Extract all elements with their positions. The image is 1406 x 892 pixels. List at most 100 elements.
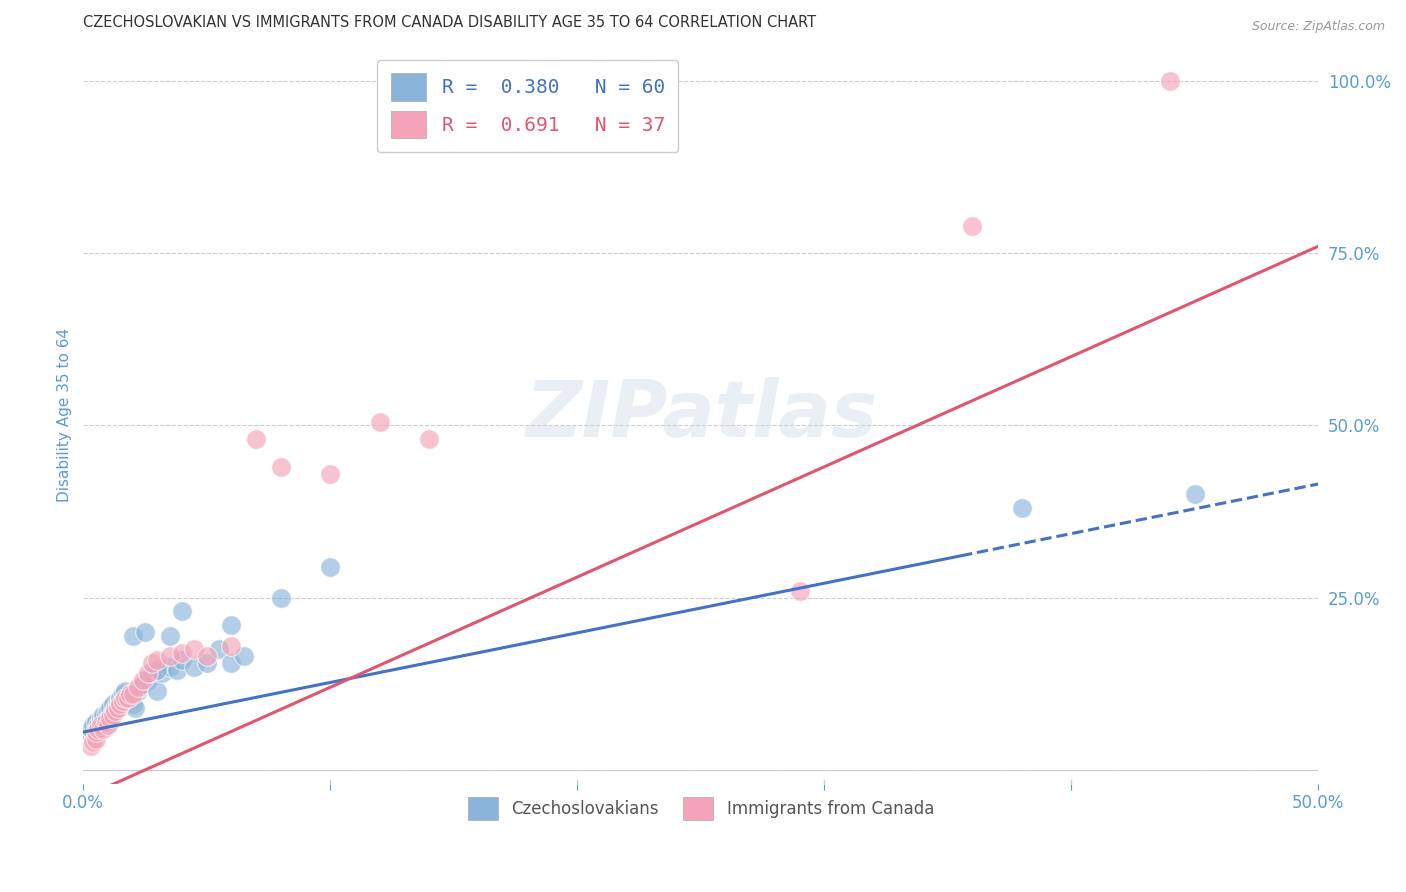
Point	[80, 722, 103, 736]
Point	[131, 673, 153, 688]
Point	[166, 663, 188, 677]
Point	[87, 718, 110, 732]
Point	[172, 605, 194, 619]
Point	[80, 739, 103, 753]
Point	[195, 649, 218, 664]
Point	[120, 687, 142, 701]
Point	[208, 642, 231, 657]
Point	[270, 591, 292, 605]
Point	[127, 680, 149, 694]
Point	[159, 649, 181, 664]
Point	[270, 459, 292, 474]
Point	[131, 677, 153, 691]
Point	[104, 705, 127, 719]
Point	[91, 714, 114, 729]
Point	[84, 725, 107, 739]
Point	[146, 663, 169, 677]
Y-axis label: Disability Age 35 to 64: Disability Age 35 to 64	[58, 328, 72, 502]
Point	[183, 642, 205, 657]
Point	[111, 698, 134, 712]
Point	[418, 432, 440, 446]
Point	[127, 683, 149, 698]
Point	[183, 659, 205, 673]
Point	[94, 714, 117, 729]
Point	[124, 701, 146, 715]
Point	[136, 673, 159, 688]
Point	[87, 722, 110, 736]
Point	[134, 625, 156, 640]
Point	[100, 711, 122, 725]
Point	[1184, 487, 1206, 501]
Point	[121, 687, 143, 701]
Point	[82, 718, 104, 732]
Point	[368, 415, 391, 429]
Point	[146, 653, 169, 667]
Point	[84, 714, 107, 729]
Text: CZECHOSLOVAKIAN VS IMMIGRANTS FROM CANADA DISABILITY AGE 35 TO 64 CORRELATION CH: CZECHOSLOVAKIAN VS IMMIGRANTS FROM CANAD…	[83, 15, 817, 30]
Point	[141, 666, 163, 681]
Point	[91, 707, 114, 722]
Point	[82, 735, 104, 749]
Point	[94, 718, 117, 732]
Point	[100, 701, 122, 715]
Point	[159, 659, 181, 673]
Point	[107, 698, 129, 712]
Point	[104, 705, 127, 719]
Point	[221, 656, 243, 670]
Point	[121, 629, 143, 643]
Point	[84, 731, 107, 746]
Point	[136, 666, 159, 681]
Point	[121, 698, 143, 712]
Point	[114, 683, 136, 698]
Text: ZIPatlas: ZIPatlas	[524, 377, 877, 453]
Point	[172, 653, 194, 667]
Point	[146, 683, 169, 698]
Point	[789, 583, 811, 598]
Point	[111, 694, 134, 708]
Point	[91, 711, 114, 725]
Point	[232, 649, 254, 664]
Point	[110, 698, 132, 712]
Point	[962, 219, 984, 233]
Legend: Czechoslovakians, Immigrants from Canada: Czechoslovakians, Immigrants from Canada	[461, 790, 941, 827]
Point	[110, 694, 132, 708]
Point	[245, 432, 267, 446]
Point	[107, 701, 129, 715]
Point	[97, 718, 120, 732]
Point	[319, 559, 342, 574]
Point	[117, 690, 139, 705]
Point	[172, 646, 194, 660]
Point	[101, 707, 124, 722]
Point	[114, 694, 136, 708]
Point	[94, 707, 117, 722]
Point	[159, 629, 181, 643]
Point	[101, 705, 124, 719]
Point	[129, 680, 152, 694]
Point	[90, 714, 112, 729]
Point	[104, 701, 127, 715]
Point	[100, 707, 122, 722]
Point	[101, 698, 124, 712]
Point	[114, 690, 136, 705]
Point	[111, 687, 134, 701]
Point	[1011, 501, 1033, 516]
Point	[90, 711, 112, 725]
Point	[150, 666, 173, 681]
Point	[97, 705, 120, 719]
Point	[82, 725, 104, 739]
Point	[84, 722, 107, 736]
Point	[141, 656, 163, 670]
Point	[1159, 74, 1181, 88]
Point	[91, 722, 114, 736]
Point	[87, 722, 110, 736]
Point	[221, 639, 243, 653]
Point	[97, 711, 120, 725]
Text: Source: ZipAtlas.com: Source: ZipAtlas.com	[1251, 20, 1385, 33]
Point	[319, 467, 342, 481]
Point	[195, 656, 218, 670]
Point	[110, 690, 132, 705]
Point	[84, 725, 107, 739]
Point	[120, 687, 142, 701]
Point	[90, 718, 112, 732]
Point	[221, 618, 243, 632]
